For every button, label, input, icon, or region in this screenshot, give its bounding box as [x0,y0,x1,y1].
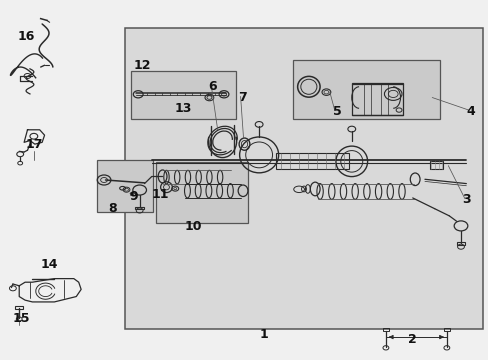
Bar [429,161,443,169]
Bar [293,60,439,119]
Text: 1: 1 [259,328,268,341]
Bar [97,160,153,212]
Text: 2: 2 [407,333,416,346]
Bar [456,242,464,245]
Bar [135,207,144,210]
Text: 8: 8 [108,202,117,215]
Text: 10: 10 [184,220,202,233]
Bar [125,28,483,329]
Text: 11: 11 [152,188,169,201]
Text: 6: 6 [208,80,217,93]
Text: 16: 16 [18,30,35,43]
Bar [276,153,348,169]
Text: 15: 15 [12,311,30,325]
Bar [382,328,388,331]
Bar [443,328,449,331]
Text: 5: 5 [332,105,341,118]
Text: 9: 9 [129,190,137,203]
Text: 4: 4 [466,105,475,118]
Bar [156,162,248,223]
Text: 7: 7 [237,91,246,104]
Text: 17: 17 [25,138,42,150]
Text: 13: 13 [175,102,192,115]
Text: 3: 3 [461,193,470,206]
Text: 12: 12 [133,59,150,72]
Bar [351,83,402,116]
Bar [15,306,23,309]
Text: 14: 14 [41,258,58,271]
Bar [131,71,236,119]
